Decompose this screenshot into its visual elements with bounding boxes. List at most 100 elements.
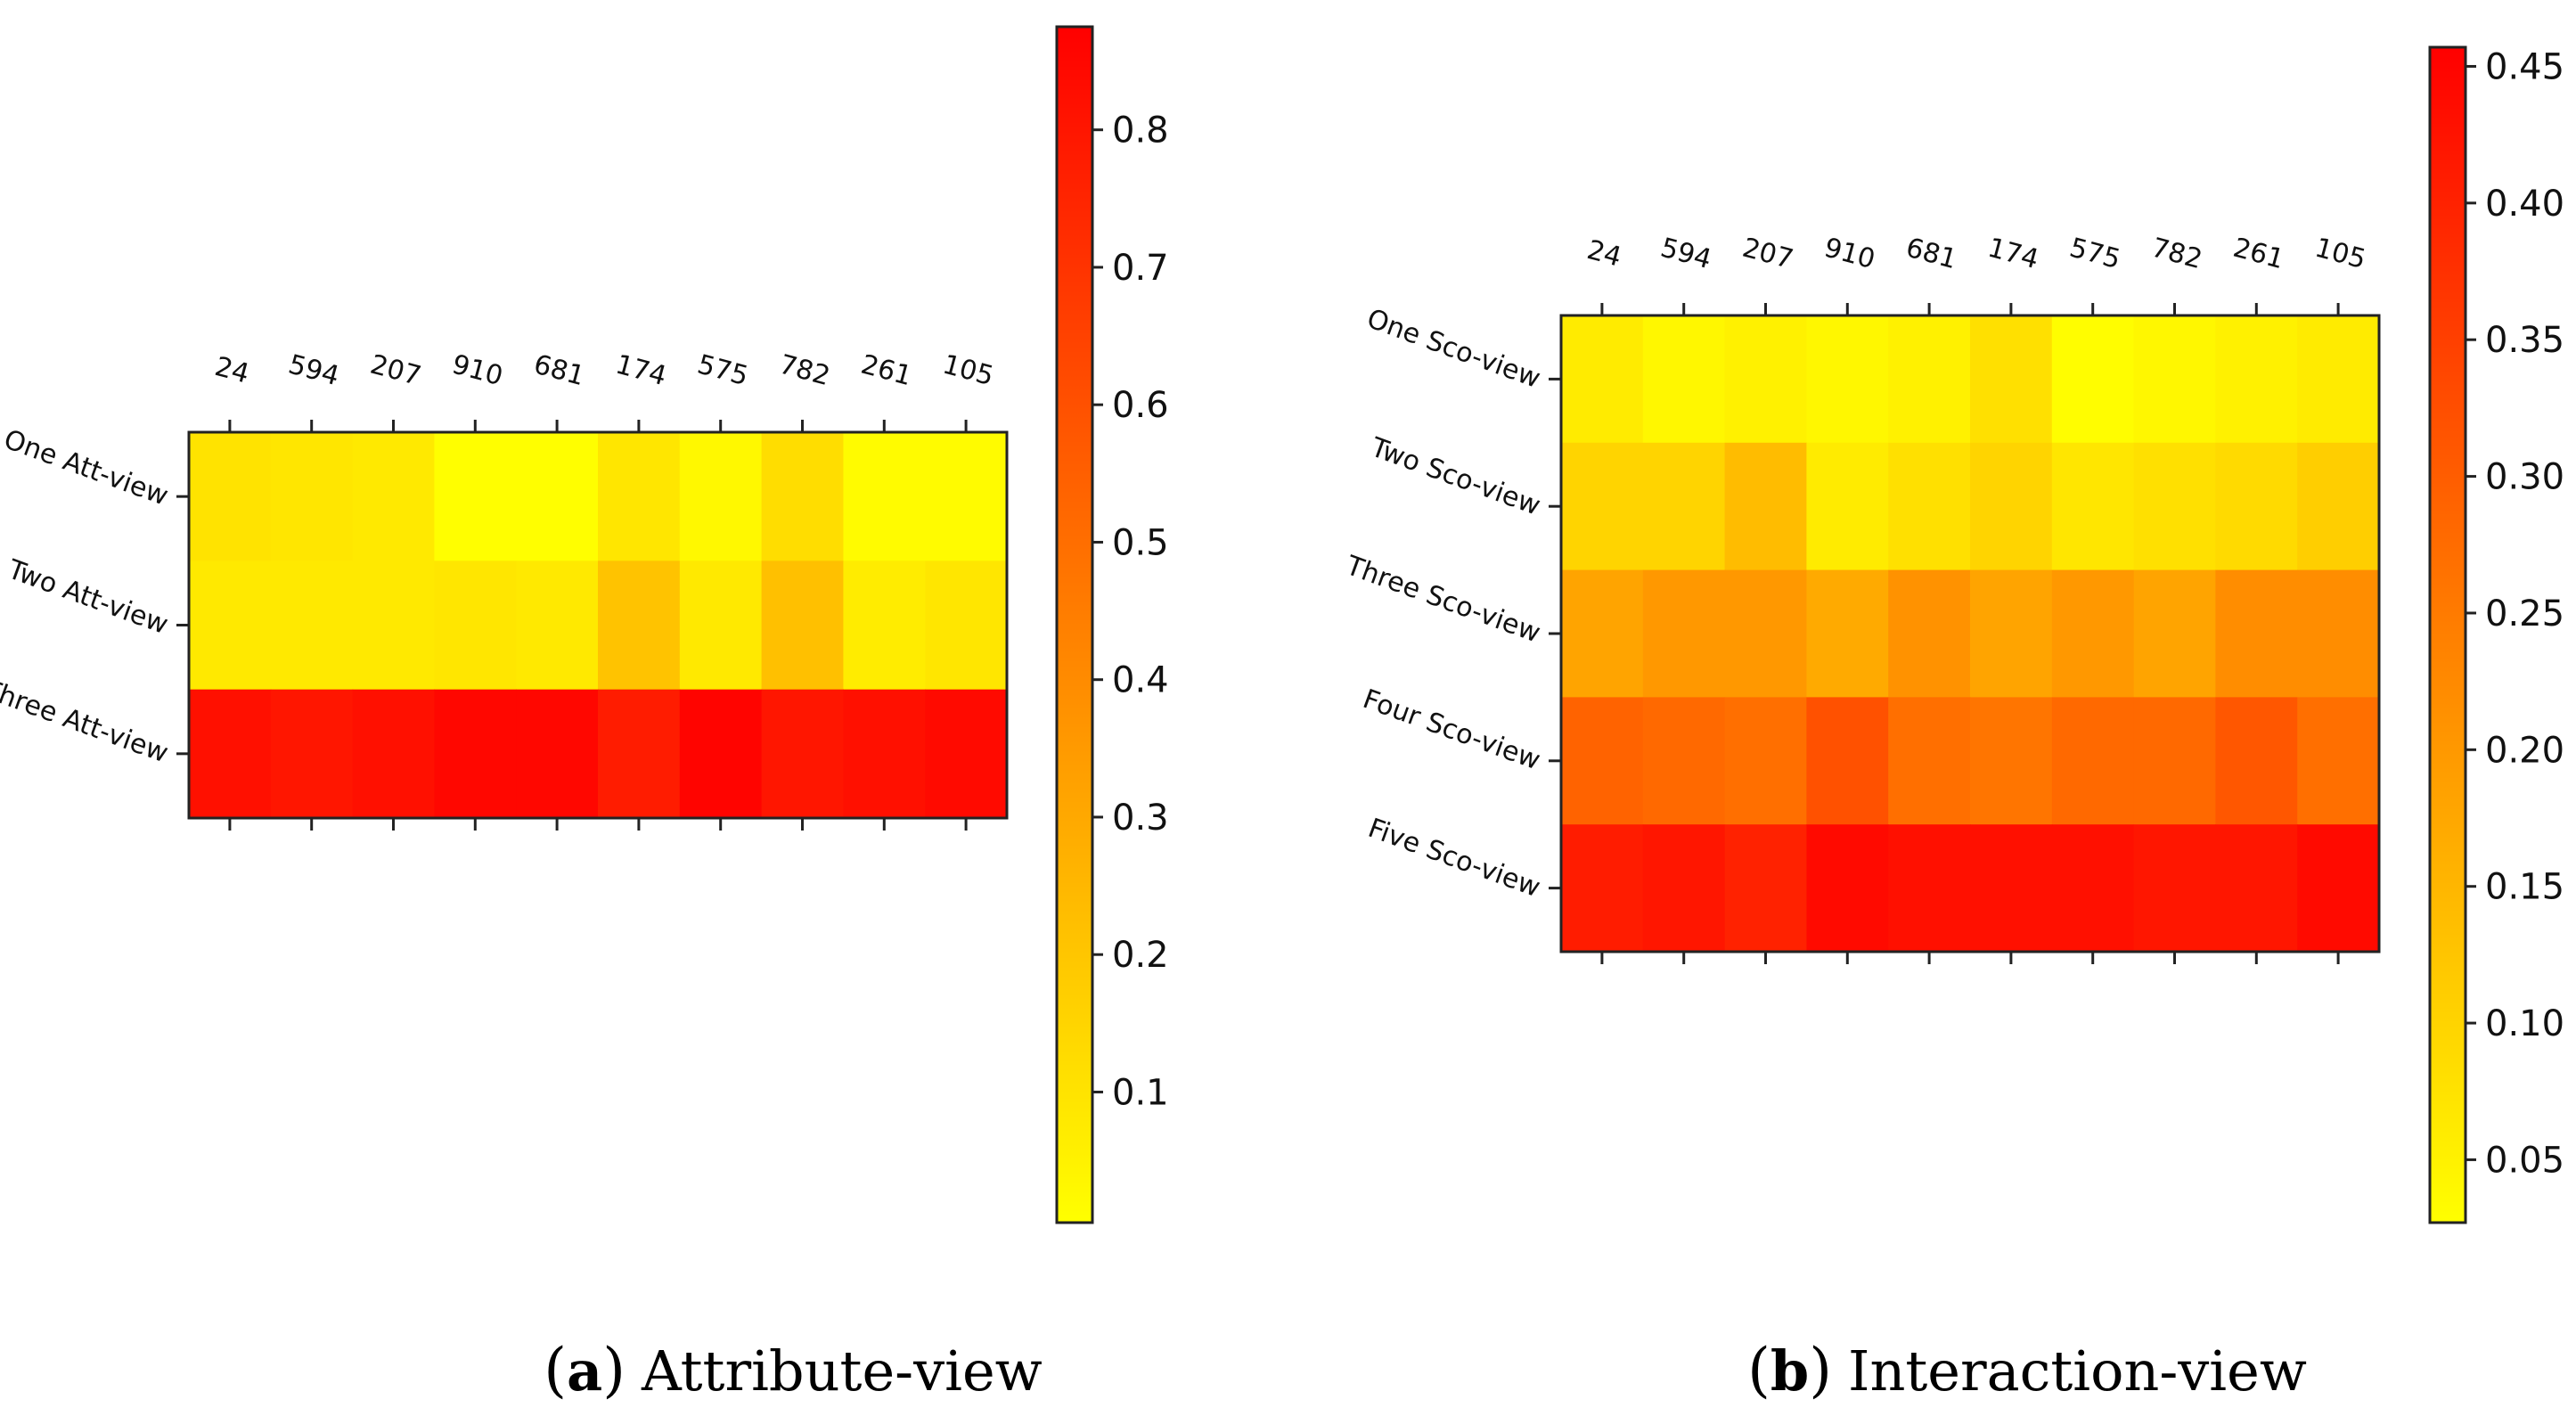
heatmap-cell (352, 561, 435, 691)
heatmap-cell (1970, 824, 2053, 953)
heatmap-cell (2051, 315, 2135, 444)
heatmap-cell (2297, 315, 2380, 444)
heatmap-cell (1806, 315, 1889, 444)
caption-interaction-view: (b) Interaction-view (1747, 1336, 2307, 1404)
heatmap-cells (1561, 315, 2380, 953)
heatmap-cell (1806, 569, 1889, 698)
heatmap-cell (1642, 442, 1726, 571)
y-tick-marks (1549, 377, 1561, 890)
heatmap-cell (1888, 697, 1971, 825)
heatmap-cell (2297, 697, 2380, 825)
heatmap-cell (1642, 824, 1726, 953)
colorbar-tick-label: 0.05 (2485, 1140, 2564, 1181)
heatmap-cell (2297, 824, 2380, 953)
heatmap-cell (761, 689, 844, 819)
heatmap-cell (189, 432, 272, 561)
heatmap-cell (1561, 697, 1644, 825)
heatmap-cell (1970, 442, 2053, 571)
heatmap-cell (270, 432, 354, 561)
heatmap-cell (516, 561, 599, 691)
heatmap-cell (2297, 442, 2380, 571)
heatmap-cell (925, 689, 1008, 819)
colorbar-tick-label: 0.20 (2485, 730, 2564, 771)
caption-attribute-view: (a) Attribute-view (544, 1336, 1042, 1404)
heatmap-cell (1724, 697, 1807, 825)
heatmap-cell (2133, 315, 2216, 444)
heatmap-cell (598, 561, 681, 691)
heatmap-cell (270, 561, 354, 691)
heatmap-cell (2051, 697, 2135, 825)
heatmap-cell (1806, 824, 1889, 953)
heatmap-cell (1888, 569, 1971, 698)
colorbar-tick-label: 0.3 (1112, 798, 1169, 839)
heatmap-cell (1888, 315, 1971, 444)
heatmap-cell (2297, 569, 2380, 698)
y-tick-marks (176, 495, 189, 756)
heatmap-cell (1561, 824, 1644, 953)
heatmap-cell (1561, 442, 1644, 571)
heatmap-cell (2215, 824, 2298, 953)
colorbar-tick-label: 0.7 (1112, 248, 1169, 289)
colorbar-tick-label: 0.6 (1112, 385, 1169, 426)
heatmap-cell (2215, 569, 2298, 698)
heatmap-cell (679, 561, 763, 691)
heatmap-cell (925, 432, 1008, 561)
colorbar: 0.1 0.2 0.3 0.4 0.5 0.6 0.7 0.8 (1055, 25, 1169, 1224)
colorbar-tick-label: 0.1 (1112, 1072, 1169, 1113)
heatmap-cell (270, 689, 354, 819)
heatmap-cell (761, 432, 844, 561)
colorbar-tick-label: 0.45 (2485, 46, 2564, 87)
heatmap-frame (1559, 314, 2381, 953)
heatmap-cell (189, 689, 272, 819)
heatmap-cell (1970, 569, 2053, 698)
heatmap-cell (434, 432, 517, 561)
colorbar-tick-label: 0.8 (1112, 110, 1169, 151)
heatmap-cell (2215, 315, 2298, 444)
heatmap-cell (1806, 442, 1889, 571)
x-tick-marks (1600, 303, 2340, 964)
heatmap-cell (761, 561, 844, 691)
colorbar-gradient (1055, 25, 1094, 1224)
colorbar-tick-label: 0.30 (2485, 457, 2564, 498)
colorbar-tick-label: 0.5 (1112, 522, 1169, 563)
heatmap-cell (434, 561, 517, 691)
heatmap-cell (598, 432, 681, 561)
heatmap-cell (1724, 824, 1807, 953)
heatmap-cell (1806, 697, 1889, 825)
heatmap-cell (679, 689, 763, 819)
heatmap-cell (843, 689, 926, 819)
heatmap-cell (1888, 824, 1971, 953)
heatmap-cell (1561, 315, 1644, 444)
heatmap-cell (1970, 315, 2053, 444)
heatmap-cell (2051, 824, 2135, 953)
heatmap-cell (925, 561, 1008, 691)
heatmap-cell (679, 432, 763, 561)
colorbar-tick-label: 0.15 (2485, 867, 2564, 908)
colorbar-tick-label: 0.4 (1112, 660, 1169, 701)
heatmap-cell (2051, 569, 2135, 698)
heatmap-cell (1561, 569, 1644, 698)
colorbar-tick-label: 0.10 (2485, 1003, 2564, 1044)
heatmap-cell (1888, 442, 1971, 571)
heatmap-cell (2215, 442, 2298, 571)
heatmap-cell (1970, 697, 2053, 825)
heatmap-cell (598, 689, 681, 819)
heatmap-cell (2133, 824, 2216, 953)
heatmap-cell (843, 561, 926, 691)
heatmap-cell (434, 689, 517, 819)
colorbar-tick-label: 0.40 (2485, 184, 2564, 225)
colorbar: 0.05 0.10 0.15 0.20 0.25 0.30 0.35 0.40 0.45 (2428, 45, 2564, 1224)
heatmap-cell (2215, 697, 2298, 825)
heatmap-cell (2133, 697, 2216, 825)
colorbar-tick-label: 0.2 (1112, 935, 1169, 976)
heatmap-cell (1724, 442, 1807, 571)
heatmap-cell (2133, 442, 2216, 571)
heatmap-cell (843, 432, 926, 561)
heatmap-cells (189, 432, 1008, 819)
heatmap-cell (1724, 569, 1807, 698)
heatmap-cell (2133, 569, 2216, 698)
heatmap-cell (516, 689, 599, 819)
colorbar-gradient (2428, 45, 2467, 1224)
colorbar-tick-label: 0.35 (2485, 320, 2564, 361)
